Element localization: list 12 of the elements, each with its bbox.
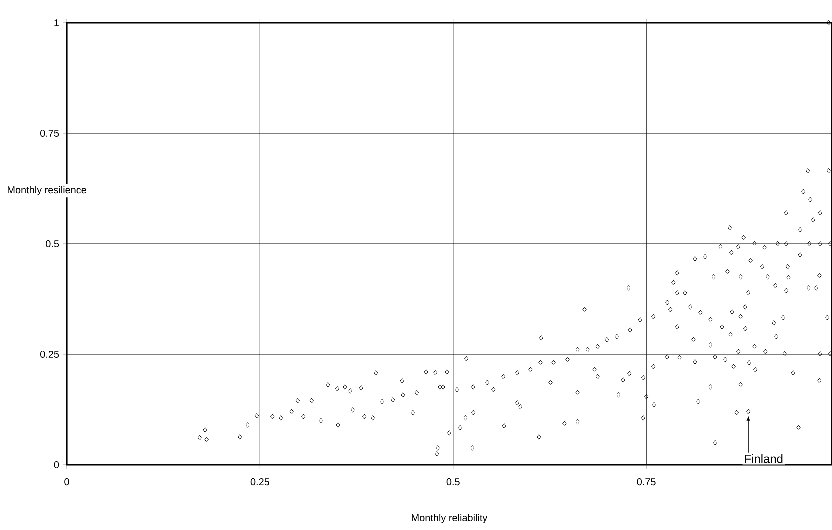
- y-tick-label: 1: [54, 20, 59, 26]
- y-tick-label: 0.25: [40, 350, 60, 358]
- y-tick-label: 0: [54, 461, 60, 469]
- x-tick-label: 0.75: [637, 478, 656, 486]
- y-tick-label: 0.75: [40, 130, 60, 138]
- x-axis-title: Monthly reliability: [412, 514, 488, 524]
- annotation: Finland: [745, 454, 783, 464]
- x-tick-label: 0.5: [446, 478, 460, 486]
- x-tick-label: 0: [64, 478, 70, 486]
- x-tick-label: 0.25: [250, 478, 270, 486]
- y-tick-label: 0.5: [46, 240, 60, 248]
- y-axis-title: Monthly resilience: [8, 186, 86, 196]
